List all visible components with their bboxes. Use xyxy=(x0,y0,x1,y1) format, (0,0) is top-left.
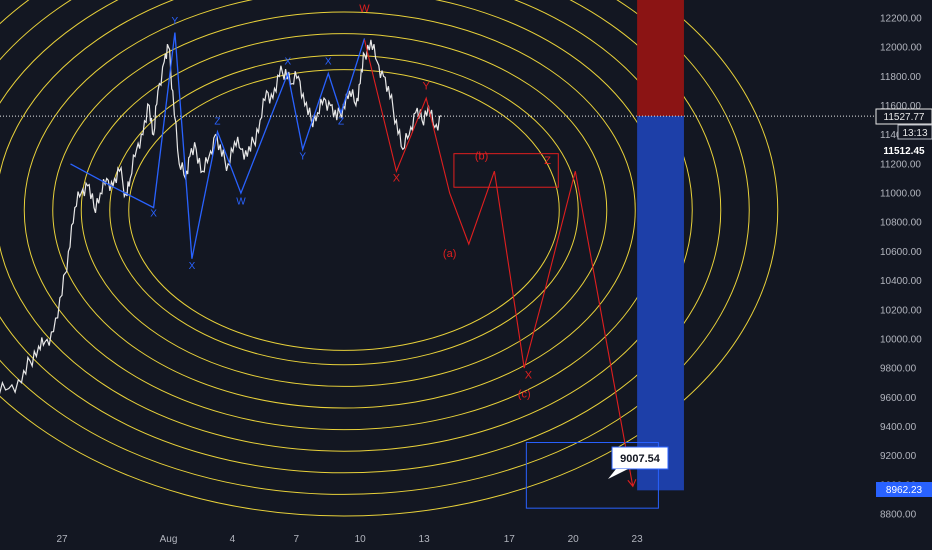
y-tick-label: 9200.00 xyxy=(880,451,917,462)
fib-circle-6 xyxy=(0,0,722,474)
y-axis-background xyxy=(875,0,932,550)
x-tick-label: 23 xyxy=(632,534,644,545)
y-tick-label: 8800.00 xyxy=(880,510,917,521)
y-axis[interactable]: 12200.0012000.0011800.0011600.0011400.00… xyxy=(875,0,932,550)
y-tick-label: 11000.00 xyxy=(880,189,921,200)
x-tick-label: 7 xyxy=(294,534,300,545)
x-tick-label: Aug xyxy=(160,534,178,545)
price-callout[interactable]: 9007.54 xyxy=(608,446,669,479)
red-projection-lines[interactable] xyxy=(363,39,637,488)
current-price-tag xyxy=(875,108,932,125)
y-tick-label: 9600.00 xyxy=(880,393,917,404)
price-tags: 11527.77 13:13 11512.45 8962.23 xyxy=(875,108,932,497)
blue-wave-label-1: X xyxy=(150,208,157,219)
y-tick-label: 10600.00 xyxy=(880,247,922,258)
price-line xyxy=(0,39,442,395)
fib-circle-3 xyxy=(52,11,636,409)
red-wave-label-3: (a) xyxy=(443,248,456,260)
x-tick-label: 20 xyxy=(568,534,580,545)
red-wave-label-1: X xyxy=(393,172,401,184)
callout-pointer xyxy=(608,469,628,479)
blue-target-box[interactable] xyxy=(525,442,659,509)
x-axis-background xyxy=(0,526,932,550)
red-wave-label-5: Z xyxy=(544,155,551,167)
position-tool[interactable] xyxy=(637,0,684,491)
x-tick-label: 27 xyxy=(56,534,68,545)
red-target-box[interactable] xyxy=(453,153,559,188)
last-price-tag-text: 11512.45 xyxy=(883,146,925,157)
y-tick-label: 10000.00 xyxy=(880,334,922,345)
last-price-tag xyxy=(876,143,932,158)
x-tick-label: 17 xyxy=(504,534,516,545)
target-price-tag-text: 8962.23 xyxy=(886,485,923,496)
red-wave-label-4: (b) xyxy=(475,151,488,163)
countdown-tag-text: 13:13 xyxy=(902,128,927,139)
x-axis[interactable]: 27 Aug 4 7 10 13 17 20 23 xyxy=(0,526,932,550)
x-tick-label: 4 xyxy=(230,534,236,545)
y-tick-label: 9800.00 xyxy=(880,364,917,375)
fib-circle-7 xyxy=(0,0,750,495)
blue-wave-label-7: X xyxy=(325,57,332,68)
blue-wave-label-8: Z xyxy=(338,116,344,127)
current-price-tag-text: 11527.77 xyxy=(884,112,925,123)
blue-wave-label-0: Y xyxy=(172,16,179,27)
rectangles[interactable] xyxy=(453,153,659,509)
fib-circle-5 xyxy=(0,0,693,452)
x-tick-label: 13 xyxy=(419,534,431,545)
fib-circles xyxy=(0,0,779,517)
red-wave-label-0: W xyxy=(359,3,370,15)
stop-zone[interactable] xyxy=(637,0,684,117)
price-series xyxy=(0,39,442,395)
profit-zone[interactable] xyxy=(637,116,684,491)
y-tick-label: 10400.00 xyxy=(880,276,922,287)
countdown-tag xyxy=(897,124,932,140)
fib-circle-0 xyxy=(128,69,560,351)
callout-value: 9007.54 xyxy=(620,453,661,465)
blue-wave-path[interactable] xyxy=(70,32,366,259)
y-tick-label: 12000.00 xyxy=(880,43,922,54)
y-tick-label: 10200.00 xyxy=(880,305,922,316)
y-tick-label: 11600.00 xyxy=(880,101,921,112)
y-tick-label: 10800.00 xyxy=(880,218,922,229)
red-wave-label-6: X xyxy=(525,369,533,381)
wave-labels: Y X Z X W X Y X Z W X Y (a) (b) Z X (c) xyxy=(150,3,551,400)
y-tick-label: 11800.00 xyxy=(880,72,921,83)
y-tick-label: 11200.00 xyxy=(880,159,921,170)
red-projection-path[interactable] xyxy=(363,39,634,487)
red-wave-label-7: (c) xyxy=(518,388,531,400)
y-tick-label: 9400.00 xyxy=(880,422,917,433)
callout-box xyxy=(611,446,669,470)
blue-wave-label-3: X xyxy=(189,261,196,272)
fib-circle-2 xyxy=(80,33,608,387)
red-wave-label-2: Y xyxy=(423,80,431,92)
blue-wave-label-2: Z xyxy=(214,116,220,127)
y-tick-label: 12200.00 xyxy=(880,14,922,25)
fib-circle-1 xyxy=(109,54,579,366)
x-tick-label: 10 xyxy=(355,534,367,545)
red-arrow-head xyxy=(627,479,637,488)
blue-wave-label-4: W xyxy=(236,197,246,208)
fib-circle-8 xyxy=(0,0,779,517)
blue-wave-label-5: X xyxy=(284,57,291,68)
target-price-tag xyxy=(876,482,932,497)
blue-wave-lines[interactable] xyxy=(70,32,366,259)
blue-wave-label-6: Y xyxy=(299,152,306,163)
